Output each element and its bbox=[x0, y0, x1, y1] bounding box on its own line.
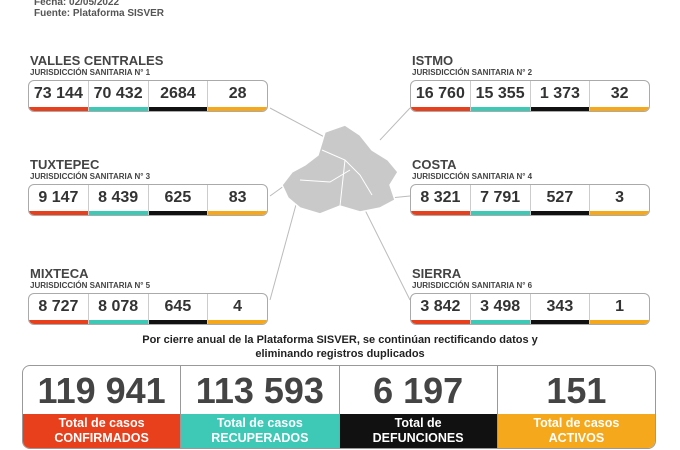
total-label-line: CONFIRMADOS bbox=[54, 431, 149, 445]
region-value: 3 842 bbox=[411, 294, 471, 324]
total-value: 119 941 bbox=[37, 370, 166, 411]
color-bar bbox=[148, 107, 208, 111]
region-value: 1 373 bbox=[530, 81, 591, 111]
total-label: Total de casos CONFIRMADOS bbox=[23, 414, 181, 448]
total-cell: 119 941 Total de casos CONFIRMADOS bbox=[23, 366, 182, 448]
region-value: 8 078 bbox=[88, 294, 149, 324]
color-bar bbox=[470, 107, 530, 111]
region-jurisdiction: JURISDICCIÓN SANITARIA N° 3 bbox=[30, 172, 151, 181]
region-box: 3 842 3 498 343 1 bbox=[410, 293, 650, 325]
total-cell: 113 593 Total de casos RECUPERADOS bbox=[181, 366, 340, 448]
region-value: 7 791 bbox=[470, 185, 531, 215]
region-value: 8 439 bbox=[88, 185, 149, 215]
region-value: 70 432 bbox=[88, 81, 149, 111]
total-label-line: Total de bbox=[394, 416, 442, 430]
color-bar bbox=[470, 211, 530, 215]
color-bar bbox=[530, 211, 590, 215]
total-value: 6 197 bbox=[373, 370, 464, 411]
region-value: 15 355 bbox=[470, 81, 531, 111]
color-bar bbox=[148, 211, 208, 215]
color-bar bbox=[208, 320, 267, 324]
region-jurisdiction: JURISDICCIÓN SANITARIA N° 6 bbox=[412, 281, 533, 290]
region-name: VALLES CENTRALES bbox=[30, 53, 164, 68]
region-jurisdiction: JURISDICCIÓN SANITARIA N° 2 bbox=[412, 68, 533, 77]
region-box: 9 147 8 439 625 83 bbox=[28, 184, 268, 216]
total-label-line: RECUPERADOS bbox=[211, 431, 309, 445]
map bbox=[269, 107, 411, 301]
region-box: 8 727 8 078 645 4 bbox=[28, 293, 268, 325]
color-bar bbox=[88, 211, 148, 215]
color-bar bbox=[590, 320, 649, 324]
total-label: Total de casos RECUPERADOS bbox=[181, 414, 339, 448]
region-name: ISTMO bbox=[412, 53, 454, 68]
date: Fecha: 02/05/2022 bbox=[34, 0, 120, 8]
region-value: 625 bbox=[148, 185, 209, 215]
color-bar bbox=[411, 107, 470, 111]
color-bar bbox=[411, 211, 470, 215]
total-label-line: Total de casos bbox=[216, 416, 303, 430]
color-bar bbox=[29, 107, 88, 111]
color-bar bbox=[530, 320, 590, 324]
region-name: SIERRA bbox=[412, 266, 462, 281]
region-name: MIXTECA bbox=[30, 266, 89, 281]
note: eliminando registros duplicados bbox=[255, 348, 425, 360]
total-label-line: DEFUNCIONES bbox=[372, 431, 464, 445]
region-jurisdiction: JURISDICCIÓN SANITARIA N° 4 bbox=[412, 172, 533, 181]
region-box: 16 760 15 355 1 373 32 bbox=[410, 80, 650, 112]
region-value: 16 760 bbox=[411, 81, 471, 111]
color-bar bbox=[29, 211, 88, 215]
total-label: Total de DEFUNCIONES bbox=[339, 414, 497, 448]
region-value: 28 bbox=[208, 81, 267, 111]
region-jurisdiction: JURISDICCIÓN SANITARIA N° 5 bbox=[30, 281, 151, 290]
region-value: 2684 bbox=[148, 81, 209, 111]
note: Por cierre anual de la Plataforma SISVER… bbox=[142, 334, 538, 346]
region-value: 32 bbox=[590, 81, 649, 111]
region-name: TUXTEPEC bbox=[30, 157, 100, 172]
total-label-line: Total de casos bbox=[533, 416, 620, 430]
region-value: 3 bbox=[590, 185, 649, 215]
total-cell: 6 197 Total de DEFUNCIONES bbox=[339, 366, 498, 448]
color-bar bbox=[470, 320, 530, 324]
total-label: Total de casos ACTIVOS bbox=[497, 414, 655, 448]
color-bar bbox=[530, 107, 590, 111]
region-box: 8 321 7 791 527 3 bbox=[410, 184, 650, 216]
color-bar bbox=[411, 320, 470, 324]
region-value: 1 bbox=[590, 294, 649, 324]
region-name: COSTA bbox=[412, 157, 457, 172]
color-bar bbox=[88, 107, 148, 111]
color-bar bbox=[29, 320, 88, 324]
color-bar bbox=[590, 211, 649, 215]
total-cell: 151 Total de casos ACTIVOS bbox=[497, 366, 655, 448]
color-bar bbox=[88, 320, 148, 324]
total-value: 151 bbox=[546, 370, 607, 411]
region-value: 9 147 bbox=[29, 185, 89, 215]
region-value: 8 727 bbox=[29, 294, 89, 324]
total-value: 113 593 bbox=[195, 370, 324, 411]
color-bar bbox=[148, 320, 208, 324]
source: Fuente: Plataforma SISVER bbox=[34, 8, 165, 19]
total-label-line: ACTIVOS bbox=[548, 431, 605, 445]
color-bar bbox=[208, 107, 267, 111]
region-value: 8 321 bbox=[411, 185, 471, 215]
region-value: 343 bbox=[530, 294, 591, 324]
region-value: 83 bbox=[208, 185, 267, 215]
color-bar bbox=[208, 211, 267, 215]
region-value: 3 498 bbox=[470, 294, 531, 324]
region-value: 645 bbox=[148, 294, 209, 324]
region-jurisdiction: JURISDICCIÓN SANITARIA N° 1 bbox=[30, 68, 151, 77]
region-value: 73 144 bbox=[29, 81, 89, 111]
region-value: 4 bbox=[208, 294, 267, 324]
region-box: 73 144 70 432 2684 28 bbox=[28, 80, 268, 112]
totals-box: 119 941 Total de casos CONFIRMADOS 113 593 T… bbox=[22, 365, 656, 449]
total-label-line: Total de casos bbox=[58, 416, 145, 430]
color-bar bbox=[590, 107, 649, 111]
region-value: 527 bbox=[530, 185, 591, 215]
